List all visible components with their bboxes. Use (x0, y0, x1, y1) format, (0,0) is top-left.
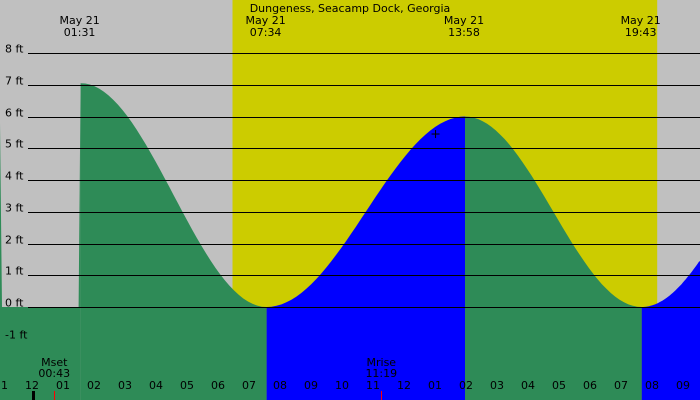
label-layer: 8 ft 7 ft 6 ft 5 ft 4 ft 3 ft 2 ft 1 ft 0 ft -1 f… (0, 14, 690, 400)
extreme-date-label: May 21 (245, 14, 285, 27)
tide-layer (0, 83, 700, 400)
x-tick-label: 12 (397, 379, 411, 392)
x-tick-label: 01 (428, 379, 442, 392)
x-tick-label: 11 (366, 379, 380, 392)
falling-tide-area (80, 83, 267, 400)
x-tick-label: 04 (149, 379, 163, 392)
x-tick-label: 10 (335, 379, 349, 392)
rising-tide-area (266, 116, 465, 400)
extreme-date-label: May 21 (444, 14, 484, 27)
y-tick-label: 0 ft (5, 297, 24, 310)
extreme-time-label: 01:31 (64, 26, 96, 39)
x-tick-label: 05 (552, 379, 566, 392)
x-tick-label: 06 (211, 379, 225, 392)
y-tick-label: 8 ft (5, 43, 24, 56)
x-tick-label: 02 (459, 379, 473, 392)
moon-event-label: Mrise (367, 356, 397, 369)
x-tick-label: 08 (645, 379, 659, 392)
extreme-time-label: 13:58 (448, 26, 480, 39)
y-tick-label: 4 ft (5, 170, 24, 183)
x-tick-label: 08 (273, 379, 287, 392)
x-tick-label: 07 (242, 379, 256, 392)
moon-event-label: Mset (41, 356, 68, 369)
rising-tide-area (641, 261, 700, 400)
x-tick-label: 01 (56, 379, 70, 392)
y-tick-label: 3 ft (5, 202, 24, 215)
y-tick-label: -1 ft (5, 329, 28, 342)
x-tick-label: 06 (583, 379, 597, 392)
x-tick-label: 04 (521, 379, 535, 392)
x-tick-label: 12 (25, 379, 39, 392)
moon-event-time: 11:19 (365, 367, 397, 380)
y-tick-label: 7 ft (5, 75, 24, 88)
x-tick-label: 03 (118, 379, 132, 392)
extreme-date-label: May 21 (59, 14, 99, 27)
x-tick-label: 05 (180, 379, 194, 392)
falling-tide-area (0, 83, 81, 400)
x-tick-label: 09 (304, 379, 318, 392)
x-tick-label: 07 (614, 379, 628, 392)
extreme-date-label: May 21 (621, 14, 661, 27)
y-tick-label: 6 ft (5, 107, 24, 120)
y-tick-label: 2 ft (5, 234, 24, 247)
extreme-time-label: 19:43 (625, 26, 657, 39)
grid-layer (28, 53, 700, 308)
y-tick-label: 1 ft (5, 265, 24, 278)
falling-tide-area (465, 116, 642, 400)
extreme-time-label: 07:34 (250, 26, 282, 39)
y-tick-label: 5 ft (5, 138, 24, 151)
x-tick-label: 02 (87, 379, 101, 392)
x-tick-label: 03 (490, 379, 504, 392)
moon-event-time: 00:43 (38, 367, 70, 380)
x-tick-label: 09 (676, 379, 690, 392)
chart-title: Dungeness, Seacamp Dock, Georgia (250, 2, 451, 15)
x-tick-label: 11 (0, 379, 8, 392)
